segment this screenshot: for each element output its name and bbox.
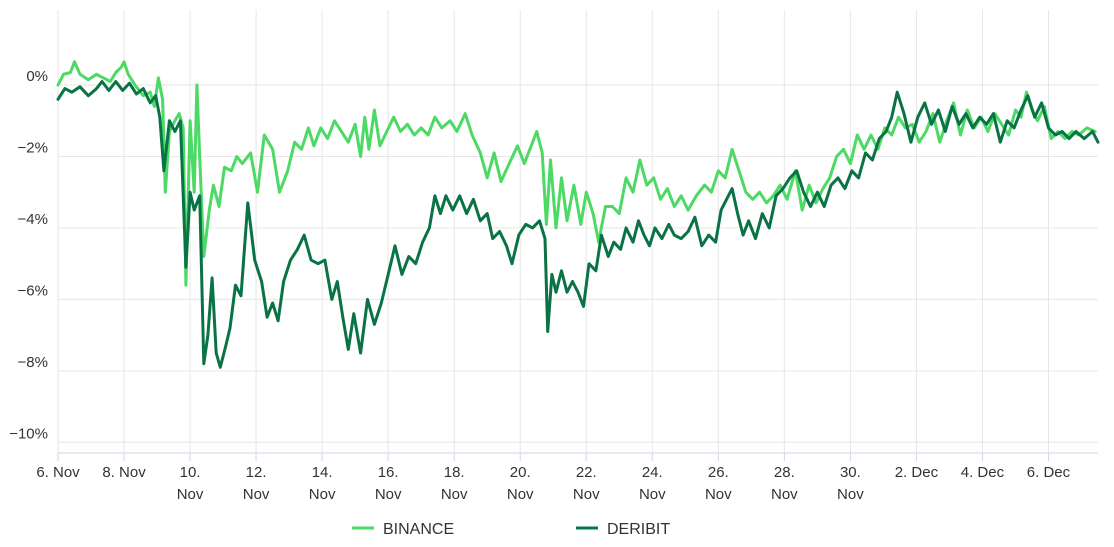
x-tick-label-line: 20. xyxy=(510,464,531,481)
x-tick-label-line: 16. xyxy=(378,464,399,481)
x-tick-label-line: 22. xyxy=(576,464,597,481)
x-tick-label: 24. Nov xyxy=(639,464,666,503)
x-tick-label-line: Nov xyxy=(705,486,732,503)
x-tick-label-line: Nov xyxy=(639,486,666,503)
x-tick-label-line: Nov xyxy=(243,486,270,503)
x-tick-label: 10. Nov xyxy=(177,464,204,503)
x-tick-label-line: Nov xyxy=(309,486,336,503)
x-tick-label-line: 18. xyxy=(444,464,465,481)
y-tick-label: −6% xyxy=(18,282,48,299)
x-tick-label: 22. Nov xyxy=(573,464,600,503)
legend-label: DERIBIT xyxy=(607,521,670,538)
x-tick-label: 14. Nov xyxy=(309,464,336,503)
x-tick-label: 6. Dec xyxy=(1027,464,1071,481)
x-tick-label-line: 28. xyxy=(774,464,795,481)
legend-item-binance[interactable]: BINANCE xyxy=(352,521,454,538)
grid xyxy=(57,10,1098,453)
x-tick-label: 8. Nov xyxy=(102,464,146,481)
x-tick-label-line: Nov xyxy=(573,486,600,503)
series-line-deribit[interactable] xyxy=(56,80,1100,369)
x-tick-label-line: 8. Nov xyxy=(102,464,146,481)
y-tick-label: −10% xyxy=(9,425,48,442)
legend[interactable]: BINANCE DERIBIT xyxy=(352,521,670,538)
x-tick-label-line: 6. Nov xyxy=(36,464,80,481)
x-tick-label-line: 26. xyxy=(708,464,729,481)
series-lines xyxy=(56,60,1100,369)
x-tick-label-line: 24. xyxy=(642,464,663,481)
y-tick-label: −2% xyxy=(18,139,48,156)
y-tick-label: 0% xyxy=(26,68,48,85)
x-tick-label: 6. Nov xyxy=(36,464,80,481)
y-tick-label: −4% xyxy=(18,211,48,228)
y-tick-label: −8% xyxy=(18,354,48,371)
x-tick-label-line: Nov xyxy=(837,486,864,503)
x-tick-label-line: Nov xyxy=(375,486,402,503)
x-tick-label-line: 30. xyxy=(840,464,861,481)
x-tick-label: 26. Nov xyxy=(705,464,732,503)
x-tick-label: 16. Nov xyxy=(375,464,402,503)
x-tick-label-line: 6. Dec xyxy=(1027,464,1071,481)
legend-item-deribit[interactable]: DERIBIT xyxy=(576,521,670,538)
x-tick-label-line: Nov xyxy=(441,486,468,503)
series-line-binance[interactable] xyxy=(56,60,1097,287)
x-tick-label: 18. Nov xyxy=(441,464,468,503)
x-tick-label-line: 10. xyxy=(180,464,201,481)
x-tick-label: 12. Nov xyxy=(243,464,270,503)
x-tick-label-line: 4. Dec xyxy=(961,464,1005,481)
x-tick-label-line: 14. xyxy=(312,464,333,481)
x-tick-label-line: 2. Dec xyxy=(895,464,939,481)
axes: 0% −2% −4% −6% −8% −10% 6. Nov 8. Nov 10. Nov 12. N… xyxy=(9,68,1098,503)
x-tick-label: 30. Nov xyxy=(837,464,864,503)
legend-label: BINANCE xyxy=(383,521,454,538)
x-tick-label: 28. Nov xyxy=(771,464,798,503)
x-tick-label-line: Nov xyxy=(507,486,534,503)
x-tick-label: 4. Dec xyxy=(961,464,1005,481)
x-tick-label-line: Nov xyxy=(771,486,798,503)
x-tick-label: 20. Nov xyxy=(507,464,534,503)
x-tick-label: 2. Dec xyxy=(895,464,939,481)
x-tick-label-line: Nov xyxy=(177,486,204,503)
x-tick-label-line: 12. xyxy=(246,464,267,481)
